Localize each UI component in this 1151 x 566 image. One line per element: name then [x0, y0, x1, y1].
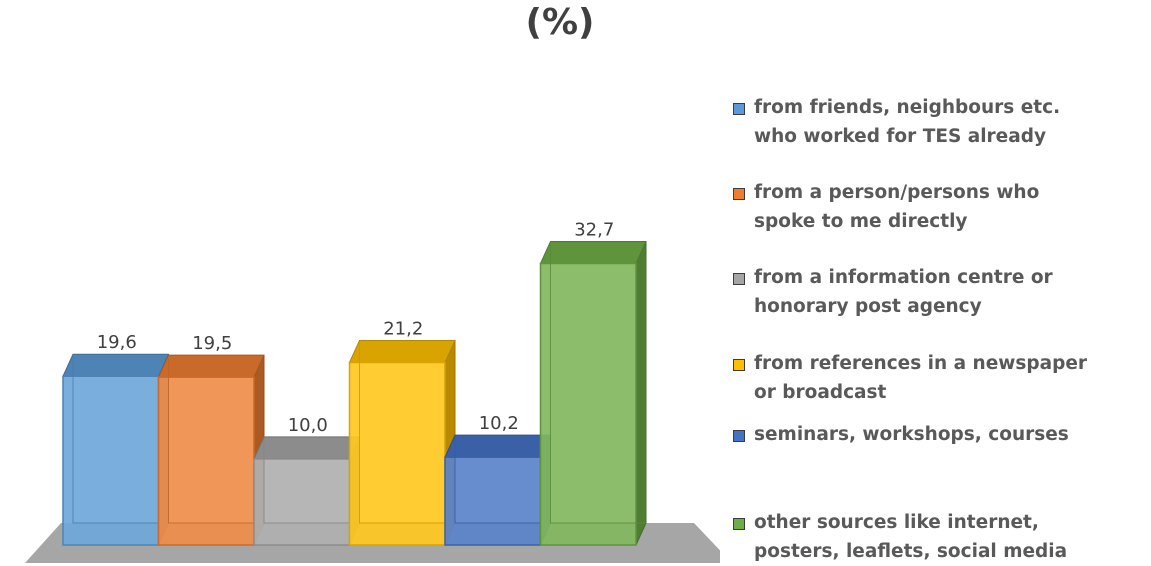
legend-item-3: from a information centre or honorary po…	[733, 267, 1053, 321]
bar-top-face	[62, 353, 170, 377]
bar-3	[253, 436, 361, 546]
bar-4	[348, 339, 456, 546]
legend-swatch-icon	[733, 273, 745, 285]
bar-1	[62, 353, 170, 546]
bar-front-face	[348, 361, 446, 546]
data-label-3: 10,0	[288, 415, 328, 436]
legend-swatch-icon	[733, 188, 745, 200]
bar-back-edge	[168, 357, 264, 524]
legend-label: other sources like internet, posters, le…	[754, 512, 1068, 562]
legend-label: from friends, neighbours etc. who worked…	[754, 97, 1061, 147]
bar-back-edge	[263, 438, 360, 524]
bar-side-face	[635, 241, 647, 546]
legend-item-1: from friends, neighbours etc. who worked…	[733, 97, 1060, 151]
legend-label: seminars, workshops, courses	[754, 424, 1069, 445]
bar-2	[157, 354, 265, 546]
data-label-6: 32,7	[574, 219, 614, 240]
data-label-2: 19,5	[192, 333, 232, 354]
chart-title: (%)	[525, 2, 595, 43]
bar-front-face	[253, 458, 351, 546]
data-label-5: 10,2	[479, 413, 519, 434]
legend-item-6: other sources like internet, posters, le…	[733, 512, 1067, 566]
legend-item-4: from references in a newspaper or broadc…	[733, 353, 1087, 407]
legend-label: from a person/persons who spoke to me di…	[754, 182, 1040, 232]
bar-back-edge	[359, 342, 455, 524]
data-label-4: 21,2	[383, 318, 423, 339]
legend-swatch-icon	[733, 359, 745, 371]
legend-item-5: seminars, workshops, courses	[733, 424, 1069, 449]
bar-front-face	[62, 375, 160, 546]
legend-swatch-icon	[733, 518, 745, 530]
legend-swatch-icon	[733, 430, 745, 442]
bar-front-face	[157, 376, 255, 546]
bar-front-face	[539, 262, 637, 546]
bar-top-face	[253, 436, 361, 460]
bar-front-face	[444, 456, 542, 546]
legend-item-2: from a person/persons who spoke to me di…	[733, 182, 1039, 236]
bar-top-face	[444, 434, 552, 458]
legend-label: from a information centre or honorary po…	[754, 267, 1053, 317]
bar-top-face	[157, 354, 265, 378]
data-label-1: 19,6	[97, 332, 137, 353]
bar-5	[444, 434, 552, 546]
bar-chart: 19,6 19,5 10,0 21,2 10,2 32,7	[25, 219, 720, 563]
chart-area: 19,6 19,5 10,0 21,2 10,2 32,7 (%)	[25, 2, 720, 563]
bar-top-face	[539, 240, 647, 264]
legend-swatch-icon	[733, 103, 745, 115]
bar-top-face	[348, 339, 456, 363]
bar-back-edge	[72, 356, 169, 524]
bar-back-edge	[454, 437, 551, 524]
bar-back-edge	[550, 243, 646, 524]
legend-label: from references in a newspaper or broadc…	[754, 353, 1088, 403]
bar-6	[539, 240, 647, 546]
